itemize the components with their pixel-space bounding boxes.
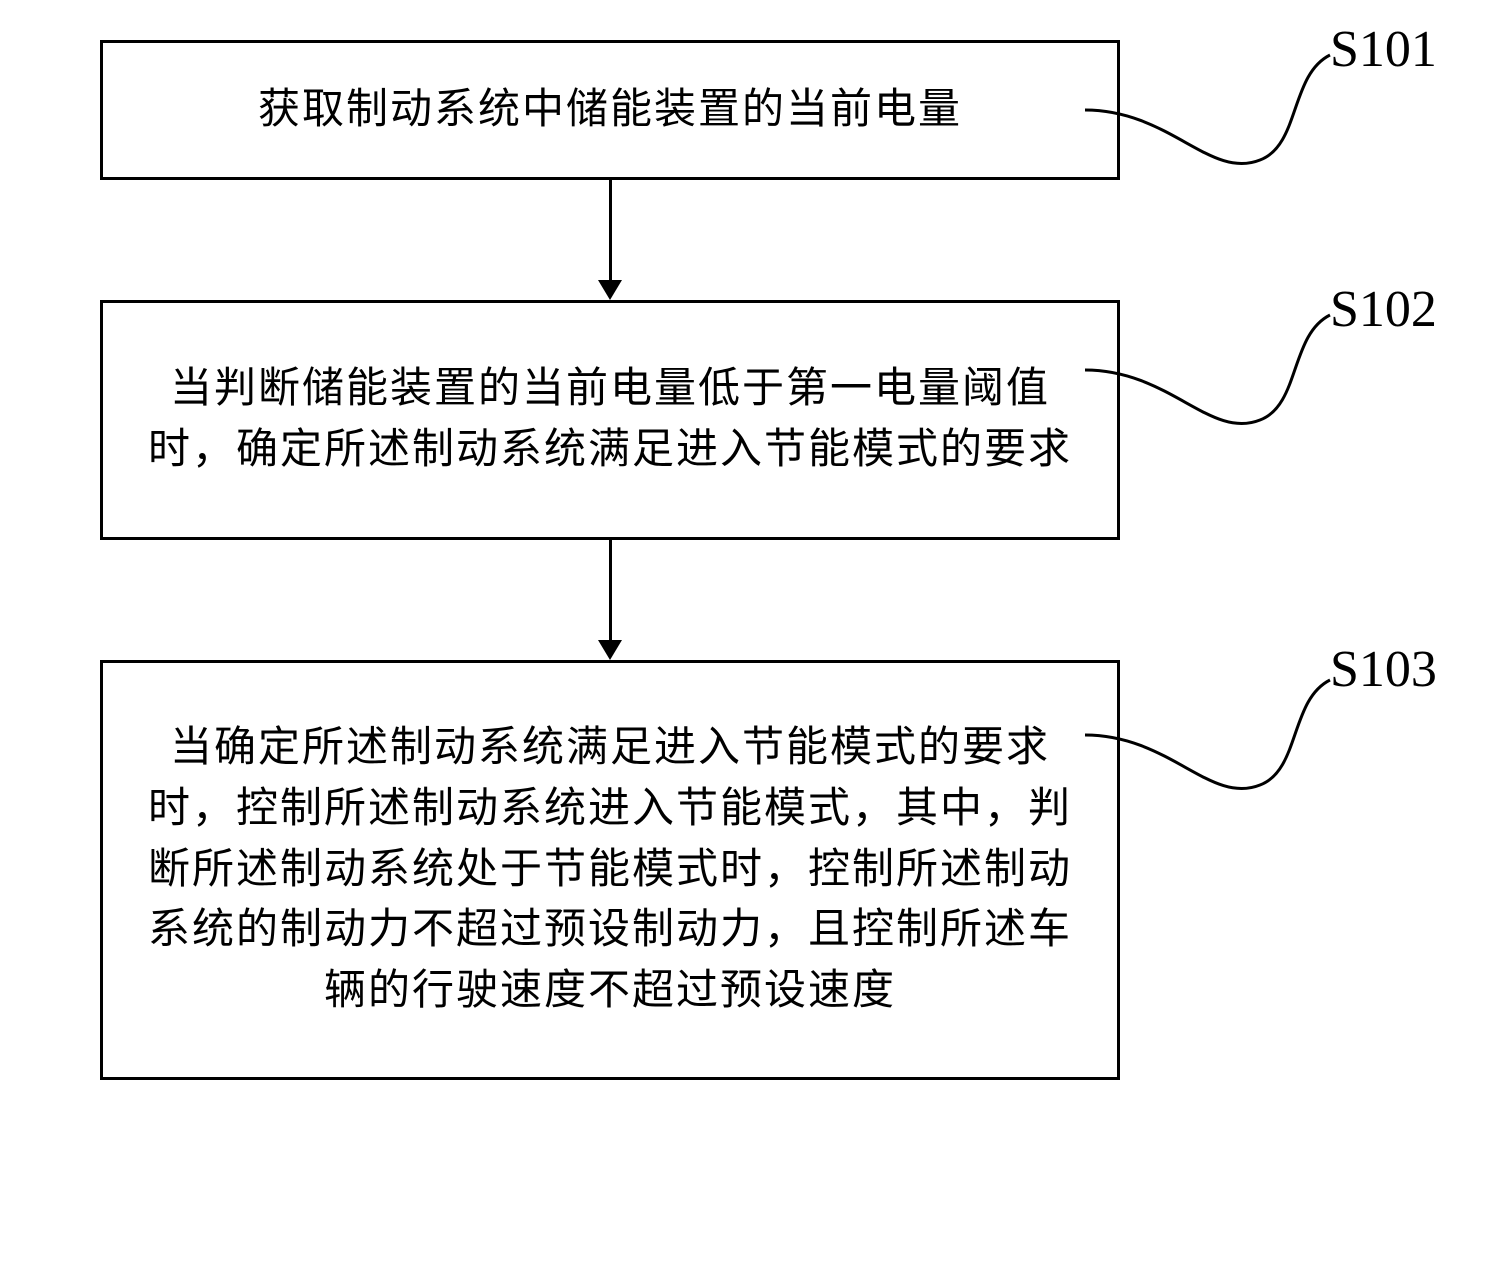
arrow-line	[609, 180, 612, 280]
arrow-head-icon	[598, 640, 622, 660]
step-label-s103: S103	[1330, 640, 1437, 699]
flowchart-container: 获取制动系统中储能装置的当前电量 当判断储能装置的当前电量低于第一电量阈值时，确…	[60, 40, 1160, 1080]
arrow-head-icon	[598, 280, 622, 300]
arrow-line	[609, 540, 612, 640]
step-box-s101: 获取制动系统中储能装置的当前电量	[100, 40, 1120, 180]
step-box-s103: 当确定所述制动系统满足进入节能模式的要求时，控制所述制动系统进入节能模式，其中，…	[100, 660, 1120, 1080]
step-box-s102: 当判断储能装置的当前电量低于第一电量阈值时，确定所述制动系统满足进入节能模式的要…	[100, 300, 1120, 540]
step-text: 获取制动系统中储能装置的当前电量	[258, 80, 962, 141]
step-label-s102: S102	[1330, 280, 1437, 339]
step-text: 当判断储能装置的当前电量低于第一电量阈值时，确定所述制动系统满足进入节能模式的要…	[143, 359, 1077, 481]
step-text: 当确定所述制动系统满足进入节能模式的要求时，控制所述制动系统进入节能模式，其中，…	[143, 718, 1077, 1022]
arrow-s102-s103	[598, 540, 622, 660]
step-label-s101: S101	[1330, 20, 1437, 79]
arrow-s101-s102	[598, 180, 622, 300]
